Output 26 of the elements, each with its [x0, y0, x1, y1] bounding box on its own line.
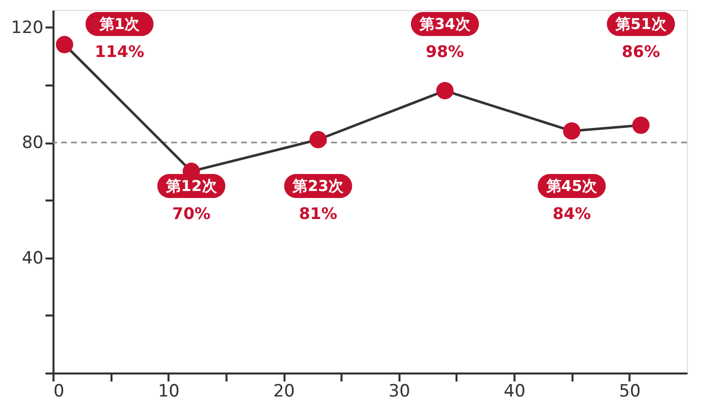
- x-tick-label: 50: [619, 382, 641, 402]
- x-tick-label: 20: [273, 382, 295, 402]
- x-tick-label: 30: [388, 382, 410, 402]
- point: [309, 131, 327, 148]
- annotation: 第34次: [418, 15, 472, 33]
- annotation: 第45次: [545, 177, 598, 195]
- y-tick-label: 120: [11, 18, 44, 38]
- x-tick-label: 0: [54, 382, 64, 402]
- annotation: 第51次: [614, 15, 668, 33]
- text: 84%: [552, 204, 591, 223]
- y-tick-label: 40: [22, 248, 44, 268]
- point: [632, 116, 650, 134]
- text: 86%: [622, 42, 660, 61]
- text: 81%: [298, 204, 338, 223]
- annotation: 第12次: [164, 177, 218, 195]
- y-tick-label: 80: [22, 133, 44, 154]
- x-tick-label: 10: [158, 382, 180, 402]
- text: 114%: [94, 42, 144, 61]
- point: [56, 36, 74, 54]
- text: 70%: [172, 204, 210, 223]
- x-tick-label: 40: [504, 382, 526, 402]
- point: [563, 122, 580, 140]
- annotation: 第1次: [98, 15, 141, 33]
- point: [436, 82, 454, 100]
- annotation: 第23次: [292, 177, 345, 195]
- text: 98%: [426, 42, 464, 61]
